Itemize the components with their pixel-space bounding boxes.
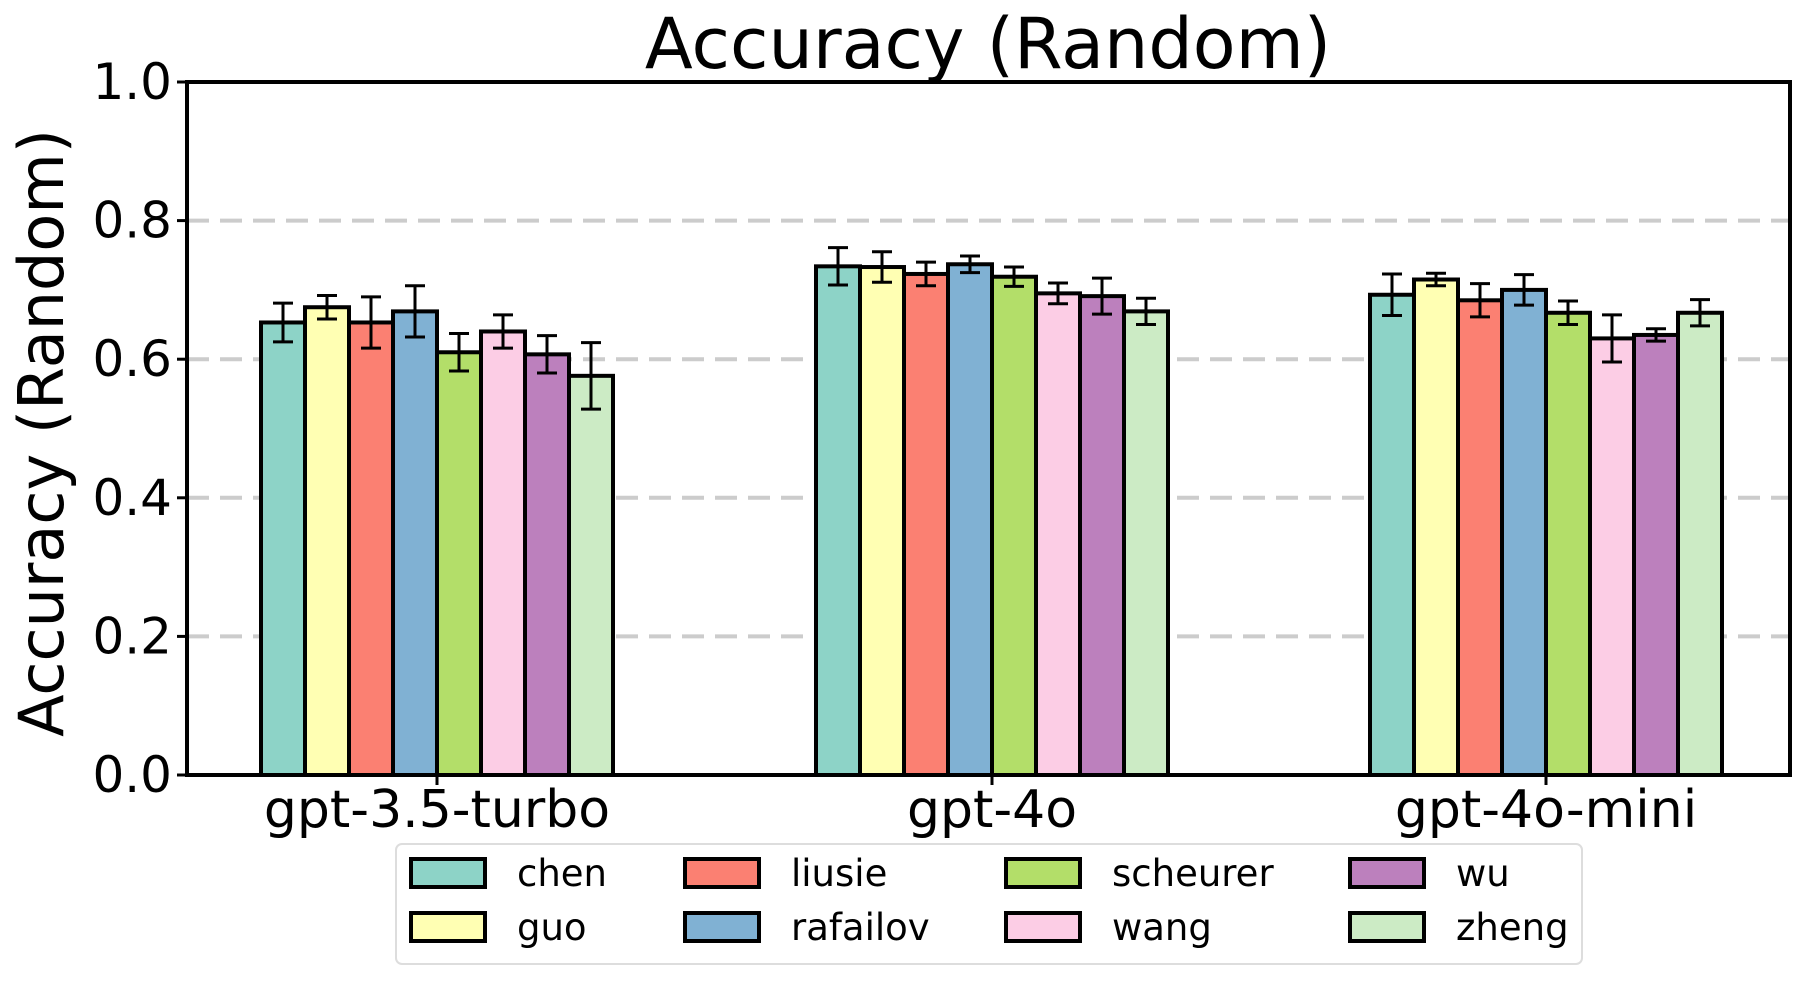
legend: chen guo liusie rafailov scheurer wang wu zheng [395,843,1583,965]
legend-swatch-zheng [1348,911,1426,943]
legend-label-zheng: zheng [1456,906,1569,949]
legend-swatch-liusie [683,857,761,889]
legend-label-liusie: liusie [791,852,887,895]
category-label: gpt-4o-mini [1395,780,1697,840]
legend-swatch-scheurer [1004,857,1082,889]
error-bars [273,246,1710,411]
bar-chen [1368,292,1416,777]
y-axis-ticks: 0.0 0.2 0.4 0.6 0.8 1.0 [92,53,187,804]
bar-rafailov [391,309,439,777]
legend-label-guo: guo [517,906,587,949]
legend-label-chen: chen [517,852,607,895]
bar-wang [1588,336,1636,777]
legend-swatch-wang [1004,911,1082,943]
bar-wu [1632,332,1680,777]
bar-liusie [1456,298,1504,777]
bar-scheurer [990,274,1038,777]
x-axis-categories: gpt-3.5-turbo gpt-4o gpt-4o-mini [264,775,1697,840]
y-tick-label: 0.4 [92,469,172,527]
bar-wang [1034,291,1082,777]
y-tick-label: 0.6 [92,330,172,388]
legend-label-wu: wu [1456,852,1510,895]
bar-chen [259,320,307,777]
bar-wu [1078,294,1126,777]
bar-scheurer [1544,310,1592,777]
bar-scheurer [435,350,483,777]
bar-guo [858,265,906,777]
legend-swatch-guo [409,911,487,943]
chart-title: Accuracy (Random) [645,3,1331,85]
legend-swatch-rafailov [683,911,761,943]
y-tick-label: 0.2 [92,607,172,665]
legend-swatch-wu [1348,857,1426,889]
legend-label-scheurer: scheurer [1112,852,1274,895]
y-tick-label: 1.0 [92,53,172,111]
y-tick-label: 0.0 [92,746,172,804]
y-tick-label: 0.8 [92,192,172,250]
bar-liusie [347,320,395,777]
bar-zheng [1122,309,1170,777]
plot-frame [185,80,1792,777]
legend-swatch-chen [409,857,487,889]
legend-label-rafailov: rafailov [791,906,930,949]
bar-rafailov [1500,287,1548,777]
y-axis-label: Accuracy (Random) [5,129,78,737]
bar-liusie [902,271,950,777]
bars [259,262,1724,777]
bar-guo [303,305,351,777]
bar-chen [814,264,862,777]
bar-zheng [1676,310,1724,777]
bar-guo [1412,277,1460,777]
bar-wu [523,352,571,777]
bar-wang [479,329,527,777]
category-label: gpt-4o [907,780,1077,840]
legend-label-wang: wang [1112,906,1212,949]
category-label: gpt-3.5-turbo [264,780,610,840]
bar-zheng [567,373,615,777]
bar-rafailov [946,262,994,777]
